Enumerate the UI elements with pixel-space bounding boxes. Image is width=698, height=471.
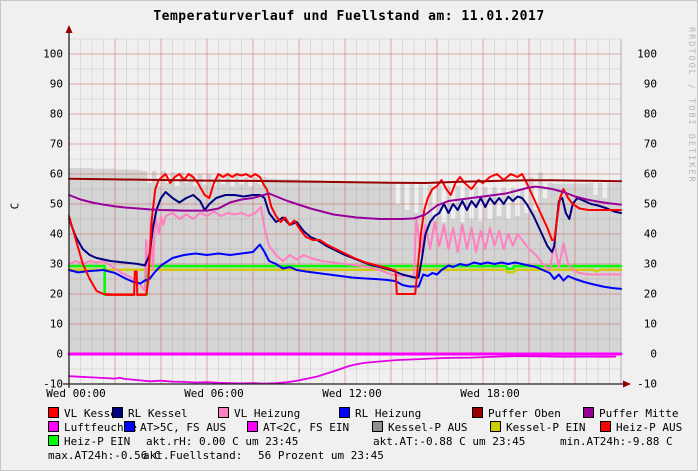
x-tick-label: Wed 12:00 xyxy=(322,387,382,400)
y-tick-label-left: 30 xyxy=(50,258,63,271)
legend-swatch-icon xyxy=(339,407,350,418)
y-tick-label-right: 40 xyxy=(644,228,657,241)
series-vl-heizung xyxy=(68,206,622,292)
series-heiz-p-ein xyxy=(67,264,106,296)
legend-swatch-icon xyxy=(124,421,135,432)
legend-label: RL Heizung xyxy=(355,407,422,420)
y-tick-label-left: 50 xyxy=(50,198,63,211)
legend-label: AT>5C, FS AUS xyxy=(140,421,227,434)
legend-item: RL Kessel xyxy=(112,407,188,420)
legend-item: AT>5C, FS AUS xyxy=(124,421,226,434)
series-vl-kessel xyxy=(68,173,622,296)
chart-title: Temperaturverlauf und Fuellstand am: 11.… xyxy=(153,9,545,24)
legend-label: Heiz-P AUS xyxy=(616,421,683,434)
y-tick-label-left: 20 xyxy=(50,288,63,301)
legend-swatch-icon xyxy=(218,407,229,418)
legend-item: 56 Prozent um 23:45 xyxy=(258,449,384,462)
legend-item: Puffer Oben xyxy=(472,407,561,420)
series-kessel-p-ein xyxy=(67,268,623,274)
y-tick-label-right: 10 xyxy=(644,318,657,331)
y-tick-label-right: 50 xyxy=(644,198,657,211)
legend-item: akt.AT:-0.88 C um 23:45 xyxy=(373,435,525,448)
y-tick-label-left: 60 xyxy=(50,168,63,181)
legend-item: Heiz-P AUS xyxy=(600,421,682,434)
legend-item: Kessel-P AUS xyxy=(372,421,467,434)
y-tick-label-right: 100 xyxy=(637,48,657,61)
legend-swatch-icon xyxy=(600,421,611,432)
series-kessel-p-aus-area xyxy=(69,168,621,354)
y-tick-label-left: 90 xyxy=(50,78,63,91)
legend-swatch-icon xyxy=(48,435,59,446)
legend-label: 56 Prozent um 23:45 xyxy=(258,449,384,462)
legend-item: Kessel-P EIN xyxy=(490,421,585,434)
legend-row-2: Luftfeuchte AT>5C, FS AUS AT<2C, FS EIN Kes… xyxy=(1,421,697,435)
x-axis-arrow-icon xyxy=(623,380,631,388)
x-tick-label: Wed 18:00 xyxy=(460,387,520,400)
legend-label: Puffer Mitte xyxy=(599,407,679,420)
legend-swatch-icon xyxy=(48,407,59,418)
rrdtool-watermark: RRDTOOL / TOBI OETIKER xyxy=(686,27,696,184)
legend-row-3: Heiz-P EIN akt.rH: 0.00 C um 23:45 akt.AT:… xyxy=(1,435,697,449)
series-puffer-mitte xyxy=(68,185,622,220)
y-tick-label-right: 90 xyxy=(644,78,657,91)
y-tick-label-right: 30 xyxy=(644,258,657,271)
y-axis-arrow-icon xyxy=(65,25,73,33)
legend-swatch-icon xyxy=(490,421,501,432)
legend-label: Kessel-P EIN xyxy=(506,421,586,434)
legend-item: VL Heizung xyxy=(218,407,300,420)
legend-item: Heiz-P EIN xyxy=(48,435,130,448)
legend-swatch-icon xyxy=(372,421,383,432)
y-tick-label-left: 70 xyxy=(50,138,63,151)
y-tick-label-right: 70 xyxy=(644,138,657,151)
x-tick-label: Wed 06:00 xyxy=(184,387,244,400)
series-puffer-oben xyxy=(68,177,622,184)
y-tick-label-right: 20 xyxy=(644,288,657,301)
legend-label: VL Heizung xyxy=(234,407,301,420)
legend-item: akt.rH: 0.00 C um 23:45 xyxy=(146,435,298,448)
x-tick-label: Wed 00:00 xyxy=(46,387,106,400)
legend-swatch-icon xyxy=(48,421,59,432)
legend-swatch-icon xyxy=(583,407,594,418)
legend: VL Kessel RL Kessel VL Heizung RL Heizung Pu… xyxy=(1,405,697,467)
y-tick-label-left: 100 xyxy=(43,48,63,61)
legend-row-1: VL Kessel RL Kessel VL Heizung RL Heizung Pu… xyxy=(1,407,697,421)
y-tick-label-left: 0 xyxy=(56,348,63,361)
legend-label: min.AT24h:-9.88 C xyxy=(560,435,673,448)
legend-swatch-icon xyxy=(472,407,483,418)
legend-label: Luftfeuchte xyxy=(64,421,137,434)
y-tick-label-right: 60 xyxy=(644,168,657,181)
series-at-aussentemp xyxy=(68,355,617,385)
legend-item: akt.Fuellstand: xyxy=(143,449,242,462)
y-tick-label-right: -10 xyxy=(637,378,657,391)
legend-label: Puffer Oben xyxy=(488,407,561,420)
legend-item: RL Heizung xyxy=(339,407,421,420)
y-tick-label-left: 10 xyxy=(50,318,63,331)
legend-item: min.AT24h:-9.88 C xyxy=(560,435,673,448)
legend-item: max.AT24h:-0.56 C xyxy=(48,449,161,462)
legend-swatch-icon xyxy=(112,407,123,418)
legend-swatch-icon xyxy=(247,421,258,432)
y-tick-label-right: 80 xyxy=(644,108,657,121)
y-tick-label-right: 0 xyxy=(650,348,657,361)
legend-label: Heiz-P EIN xyxy=(64,435,131,448)
legend-item: Luftfeuchte xyxy=(48,421,137,434)
legend-label: Kessel-P AUS xyxy=(388,421,468,434)
y-tick-label-left: 40 xyxy=(50,228,63,241)
legend-item: AT<2C, FS EIN xyxy=(247,421,349,434)
legend-label: akt.AT:-0.88 C um 23:45 xyxy=(373,435,526,448)
y-tick-label-left: -10 xyxy=(43,378,63,391)
legend-label: akt.Fuellstand: xyxy=(143,449,243,462)
legend-label: AT<2C, FS EIN xyxy=(263,421,350,434)
legend-label: akt.rH: 0.00 C um 23:45 xyxy=(146,435,299,448)
series-rl-heizung xyxy=(68,243,622,290)
legend-item: Puffer Mitte xyxy=(583,407,678,420)
y-tick-label-left: 80 xyxy=(50,108,63,121)
legend-label: max.AT24h:-0.56 C xyxy=(48,449,161,462)
series-rl-kessel xyxy=(68,191,622,279)
legend-label: RL Kessel xyxy=(128,407,188,420)
